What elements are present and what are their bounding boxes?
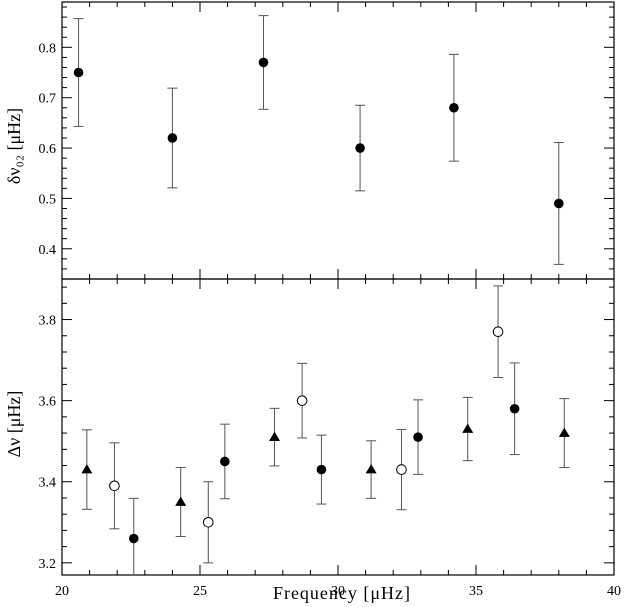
data-point-filled-circle [73, 67, 84, 78]
y-tick-label: 3.2 [39, 557, 57, 572]
data-layer [73, 15, 564, 265]
data-point-filled-circle [449, 102, 459, 113]
data-point-open-circle [396, 464, 407, 475]
y-tick-label: 0.8 [39, 41, 57, 56]
x-tick-label: 35 [469, 584, 483, 599]
bottom-panel: 20 25 30 35 40 3.2 3.4 3.6 3.8 [39, 278, 621, 599]
data-point-filled-circle [258, 57, 269, 68]
data-point-filled-circle [355, 143, 365, 153]
data-point-open-circle [202, 516, 214, 528]
x-tick-label: 20 [55, 584, 69, 599]
data-point-filled-triangle [365, 464, 377, 474]
data-layer [81, 285, 570, 575]
plot-frame [61, 278, 615, 576]
y-tick-label: 0.5 [39, 192, 57, 207]
y-tick-label: 0.4 [39, 243, 57, 258]
plot-frame [61, 1, 615, 280]
data-point-open-circle [109, 480, 120, 492]
data-point-open-circle [492, 326, 504, 338]
bottom-y-axis-label: Δν [μHz] [4, 391, 24, 458]
data-point-filled-circle [509, 403, 520, 414]
data-point-filled-circle [316, 464, 327, 475]
data-point-filled-circle [128, 533, 139, 544]
top-panel: 0.4 0.5 0.6 0.7 0.8 [39, 1, 615, 280]
data-point-filled-circle [167, 133, 178, 143]
data-point-filled-circle [554, 198, 564, 209]
data-point-filled-triangle [558, 427, 570, 437]
x-tick-label: 30 [331, 584, 345, 599]
data-point-open-circle [296, 395, 308, 406]
top-y-axis-label: δν₀₂ [μHz] [4, 108, 24, 184]
y-tick-label: 0.7 [39, 92, 57, 107]
y-tick-label: 3.6 [39, 395, 57, 410]
y-tick-label: 0.6 [39, 142, 57, 157]
x-tick-label: 25 [193, 584, 207, 599]
data-point-filled-triangle [81, 464, 93, 474]
data-point-filled-triangle [269, 431, 281, 441]
data-point-filled-triangle [175, 496, 187, 506]
x-tick-label: 40 [607, 584, 621, 599]
data-point-filled-triangle [462, 423, 474, 433]
data-point-filled-circle [413, 432, 423, 442]
y-tick-label: 3.8 [39, 314, 57, 329]
x-axis-label: Frequency [μHz] [273, 583, 411, 603]
data-point-filled-circle [220, 456, 230, 467]
y-tick-label: 3.4 [39, 476, 57, 491]
